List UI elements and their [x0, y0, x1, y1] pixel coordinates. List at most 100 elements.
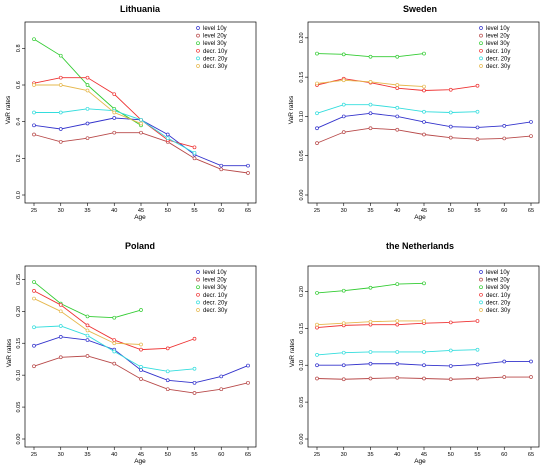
x-tick-label: 30 [341, 452, 347, 458]
legend-label: decr. 20y [203, 56, 227, 62]
data-point [246, 363, 250, 368]
chart-sweden: Sweden Age VaR rates 25 30 35 40 45 50 55 60 65 … [288, 4, 540, 221]
legend-label: decr. 30y [486, 308, 510, 314]
plot-lines [32, 37, 250, 175]
data-point [58, 83, 63, 87]
data-point [422, 363, 426, 368]
legend-label: decr. 20y [486, 56, 510, 62]
data-point [58, 309, 63, 314]
legend-label: level 20y [486, 34, 510, 40]
legend-label: level 10y [486, 270, 510, 276]
data-point [422, 88, 426, 93]
y-ticks: 0.00 0.05 0.10 0.15 0.20 0.25 [16, 274, 25, 445]
legend-label: level 10y [486, 26, 510, 32]
data-point [85, 323, 90, 328]
legend-marker [479, 64, 483, 68]
y-tick-label: 0.15 [16, 338, 22, 349]
x-tick-label: 60 [501, 208, 507, 214]
data-point [529, 134, 533, 138]
x-tick-label: 55 [474, 208, 480, 214]
legend-marker [196, 270, 200, 274]
data-point [341, 363, 346, 368]
data-point [315, 322, 319, 327]
data-point [448, 87, 453, 92]
data-point [32, 325, 36, 330]
data-point [422, 109, 426, 114]
y-tick-label: 0.0 [16, 191, 22, 199]
legend-marker [196, 64, 200, 68]
x-tick-label: 50 [448, 452, 454, 458]
data-point [112, 116, 117, 120]
data-point [85, 333, 90, 338]
x-tick-label: 25 [314, 452, 320, 458]
data-point [112, 315, 117, 320]
data-point [315, 81, 319, 86]
x-tick-label: 65 [528, 452, 534, 458]
data-point [475, 362, 480, 367]
x-tick-label: 25 [314, 208, 320, 214]
y-tick-label: 0.00 [16, 434, 22, 445]
data-point [139, 368, 143, 372]
data-point [395, 361, 400, 366]
data-point [139, 347, 143, 352]
data-point [529, 120, 533, 124]
data-point [139, 342, 143, 347]
x-tick-label: 35 [84, 452, 90, 458]
data-point [448, 135, 453, 140]
legend-label: level 30y [486, 41, 510, 47]
data-point [246, 171, 250, 175]
legend-marker [196, 56, 200, 61]
y-tick-label: 0.00 [299, 434, 305, 445]
y-axis-label: VaR rates [5, 95, 12, 124]
data-point [85, 88, 90, 93]
data-point [475, 125, 480, 130]
x-tick-label: 25 [31, 208, 37, 214]
data-point [502, 124, 507, 128]
data-point [32, 289, 36, 293]
x-tick-label: 35 [367, 452, 373, 458]
legend-marker [479, 277, 483, 282]
data-point [422, 132, 426, 137]
chart-title: Lithuania [120, 4, 161, 14]
data-point [341, 102, 346, 107]
data-point [475, 347, 480, 352]
data-point [475, 319, 480, 323]
x-tick-label: 55 [191, 208, 197, 214]
legend-marker [479, 292, 483, 297]
data-point [395, 86, 400, 90]
x-tick-label: 40 [394, 208, 400, 214]
legend-marker [479, 56, 483, 61]
x-tick-label: 60 [501, 452, 507, 458]
data-point [368, 350, 373, 354]
data-point [85, 83, 90, 87]
data-point [139, 377, 143, 381]
x-tick-label: 60 [218, 452, 224, 458]
x-ticks: 25 30 35 40 45 50 55 60 65 [31, 203, 251, 214]
data-point [395, 54, 400, 59]
data-point [315, 51, 319, 56]
data-point [58, 355, 63, 360]
y-tick-label: 0.10 [299, 360, 305, 371]
x-tick-label: 55 [191, 452, 197, 458]
data-point [85, 354, 90, 358]
series-line [33, 298, 142, 345]
legend-label: level 30y [203, 285, 227, 291]
plot-frame [307, 21, 540, 204]
data-point [341, 350, 346, 355]
data-point [58, 53, 63, 58]
legend-marker [196, 41, 200, 46]
x-tick-label: 30 [58, 452, 64, 458]
x-tick-label: 65 [528, 208, 534, 214]
x-axis-label: Age [134, 214, 146, 221]
data-point [192, 156, 197, 161]
data-point [165, 346, 170, 351]
data-point [448, 364, 453, 368]
x-ticks: 25 30 35 40 45 50 55 60 65 [314, 447, 534, 458]
x-tick-label: 40 [111, 452, 117, 458]
data-point [58, 75, 63, 80]
data-point [112, 110, 117, 115]
data-point [475, 83, 480, 88]
y-tick-label: 0.15 [299, 72, 305, 83]
plot-frame [24, 265, 257, 448]
